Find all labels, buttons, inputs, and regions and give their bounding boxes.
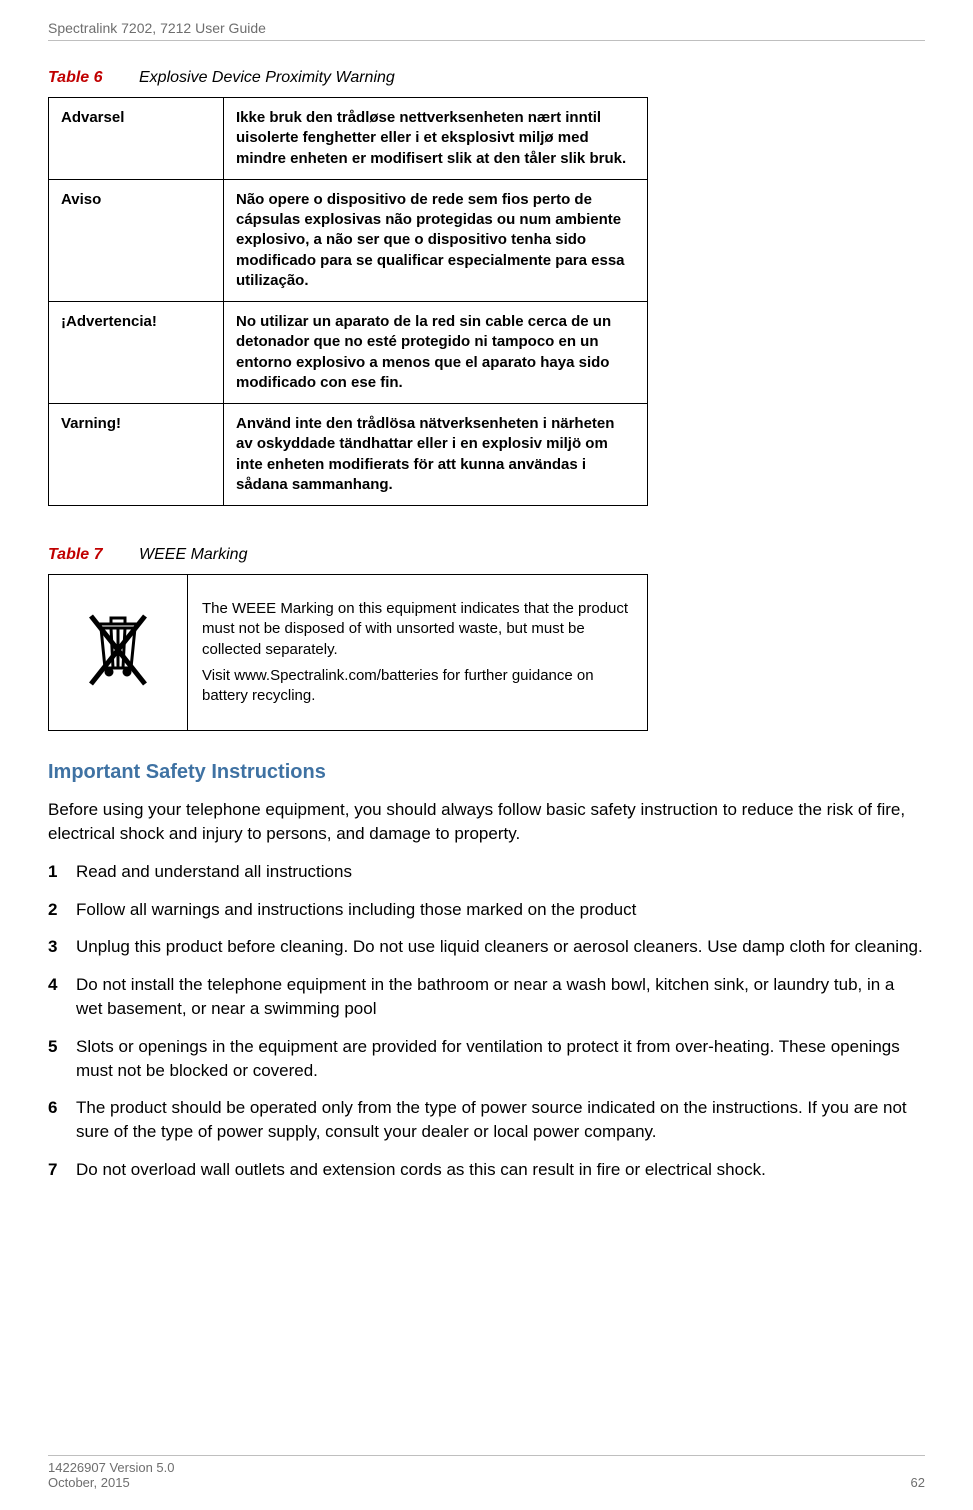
table-row: ¡Advertencia! No utilizar un aparato de …: [49, 302, 648, 404]
list-item: Follow all warnings and instructions inc…: [48, 898, 925, 922]
safety-intro: Before using your telephone equipment, y…: [48, 798, 925, 846]
safety-instructions-list: Read and understand all instructions Fol…: [48, 860, 925, 1182]
page-footer: 14226907 Version 5.0 October, 2015 62: [48, 1455, 925, 1490]
warning-label: Aviso: [49, 179, 224, 301]
list-item: Slots or openings in the equipment are p…: [48, 1035, 925, 1083]
safety-heading: Important Safety Instructions: [48, 761, 925, 784]
warning-text: Não opere o dispositivo de rede sem fios…: [224, 179, 648, 301]
weee-text-cell: The WEEE Marking on this equipment indic…: [188, 575, 648, 731]
list-item: Do not install the telephone equipment i…: [48, 973, 925, 1021]
weee-bin-icon: [83, 677, 153, 694]
list-item: Read and understand all instructions: [48, 860, 925, 884]
table6-caption: Table 6 Explosive Device Proximity Warni…: [48, 69, 925, 87]
table-row: Varning! Använd inte den trådlösa nätver…: [49, 404, 648, 506]
warning-text: No utilizar un aparato de la red sin cab…: [224, 302, 648, 404]
table6-number: Table 6: [48, 69, 103, 86]
table7-caption: Table 7 WEEE Marking: [48, 546, 925, 564]
footer-left: 14226907 Version 5.0 October, 2015: [48, 1460, 175, 1490]
weee-text-2: Visit www.Spectralink.com/batteries for …: [202, 666, 633, 707]
warning-label: ¡Advertencia!: [49, 302, 224, 404]
warning-text: Använd inte den trådlösa nätverksenheten…: [224, 404, 648, 506]
footer-date: October, 2015: [48, 1475, 175, 1490]
page-header-title: Spectralink 7202, 7212 User Guide: [48, 20, 925, 36]
table6: Advarsel Ikke bruk den trådløse nettverk…: [48, 97, 648, 506]
warning-label: Advarsel: [49, 98, 224, 180]
weee-text-1: The WEEE Marking on this equipment indic…: [202, 599, 633, 660]
table-row: Aviso Não opere o dispositivo de rede se…: [49, 179, 648, 301]
table7-title: WEEE Marking: [139, 546, 247, 563]
table7-number: Table 7: [48, 546, 103, 563]
list-item: The product should be operated only from…: [48, 1096, 925, 1144]
list-item: Do not overload wall outlets and extensi…: [48, 1158, 925, 1182]
footer-rule: [48, 1455, 925, 1456]
table6-title: Explosive Device Proximity Warning: [139, 69, 395, 86]
list-item: Unplug this product before cleaning. Do …: [48, 935, 925, 959]
table-row: The WEEE Marking on this equipment indic…: [49, 575, 648, 731]
footer-version: 14226907 Version 5.0: [48, 1460, 175, 1475]
table-row: Advarsel Ikke bruk den trådløse nettverk…: [49, 98, 648, 180]
weee-icon-cell: [49, 575, 188, 731]
footer-page-number: 62: [911, 1475, 925, 1490]
table7: The WEEE Marking on this equipment indic…: [48, 574, 648, 731]
header-rule: [48, 40, 925, 41]
warning-label: Varning!: [49, 404, 224, 506]
warning-text: Ikke bruk den trådløse nettverksenheten …: [224, 98, 648, 180]
